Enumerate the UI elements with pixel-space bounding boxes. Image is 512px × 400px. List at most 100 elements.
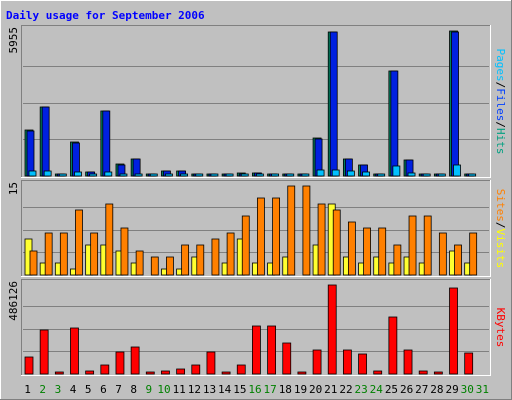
axis-label-part: / <box>494 121 507 128</box>
bar-kbytes-day-24 <box>373 370 383 375</box>
axis-label-part: Files <box>494 88 507 121</box>
bar-kbytes-day-9 <box>145 371 155 375</box>
day-label-29: 29 <box>445 383 458 396</box>
bar-pages-day-16 <box>256 173 264 177</box>
bar-pages-day-10 <box>165 173 173 177</box>
bar-pages-day-28 <box>437 173 446 177</box>
bar-kbytes-day-12 <box>191 364 201 375</box>
bar-kbytes-day-16 <box>252 325 261 375</box>
bar-sites-day-24 <box>378 227 387 276</box>
bar-kbytes-day-22 <box>342 349 352 375</box>
bar-sites-day-20 <box>317 203 326 276</box>
day-label-5: 5 <box>85 383 92 396</box>
bar-kbytes-day-15 <box>236 364 246 375</box>
bar-sites-day-30 <box>469 232 478 276</box>
bar-sites-day-23 <box>363 227 371 276</box>
bar-kbytes-day-18 <box>282 342 292 375</box>
bar-pages-day-30 <box>468 173 477 177</box>
day-label-12: 12 <box>188 383 201 396</box>
axis-label-sites-visits: Sites/Visits <box>494 189 507 269</box>
bar-sites-day-4 <box>75 209 83 276</box>
bar-kbytes-day-4 <box>70 327 79 375</box>
bar-files-day-2 <box>41 106 50 177</box>
day-label-23: 23 <box>355 383 368 396</box>
bar-pages-day-20 <box>316 169 325 177</box>
bar-sites-day-12 <box>196 244 205 276</box>
bar-pages-day-23 <box>362 171 370 177</box>
day-label-17: 17 <box>264 383 277 396</box>
bar-sites-day-13 <box>211 238 220 276</box>
day-label-11: 11 <box>173 383 186 396</box>
bar-kbytes-day-3 <box>54 371 64 375</box>
bar-sites-day-21 <box>332 209 341 276</box>
bar-sites-day-10 <box>166 256 174 276</box>
bar-sites-day-6 <box>105 203 114 276</box>
axis-label-part: Sites <box>494 189 507 222</box>
day-label-7: 7 <box>115 383 122 396</box>
axis-max-label: 5955 <box>7 27 20 54</box>
bar-pages-day-14 <box>225 173 234 177</box>
bar-pages-day-11 <box>180 173 189 177</box>
day-label-21: 21 <box>324 383 337 396</box>
bar-sites-day-16 <box>257 197 265 276</box>
bar-pages-day-1 <box>28 170 37 177</box>
bar-pages-day-15 <box>240 173 249 177</box>
day-label-22: 22 <box>339 383 352 396</box>
bar-kbytes-day-21 <box>327 284 337 375</box>
day-label-14: 14 <box>218 383 232 396</box>
panel-sites-visits: 15 Sites/Visits <box>7 180 507 277</box>
bar-sites-day-26 <box>408 215 417 276</box>
bar-kbytes-day-23 <box>358 353 367 375</box>
day-label-8: 8 <box>130 383 137 396</box>
axis-label-part: Visits <box>494 229 507 269</box>
bar-sites-day-11 <box>181 244 190 276</box>
bar-pages-day-6 <box>104 171 113 177</box>
bar-pages-day-18 <box>286 173 295 177</box>
day-label-19: 19 <box>294 383 307 396</box>
bar-pages-day-24 <box>377 173 386 177</box>
bar-sites-day-7 <box>120 227 129 276</box>
axis-label-part: / <box>494 82 507 89</box>
bar-pages-day-17 <box>271 173 279 177</box>
chart-title: Daily usage for September 2006 <box>6 9 205 22</box>
bar-sites-day-28 <box>438 232 447 276</box>
bar-sites-day-25 <box>393 244 402 276</box>
bar-kbytes-day-20 <box>312 349 322 375</box>
bar-kbytes-day-29 <box>449 287 458 375</box>
bar-pages-day-13 <box>210 173 219 177</box>
panel-kbytes: 486126 KBytes <box>7 279 507 376</box>
bar-files-day-25 <box>390 70 399 177</box>
bar-kbytes-day-13 <box>206 351 216 375</box>
day-label-9: 9 <box>146 383 153 396</box>
bar-sites-day-18 <box>287 185 296 276</box>
day-label-16: 16 <box>248 383 261 396</box>
day-label-31: 31 <box>476 383 489 396</box>
bar-pages-day-2 <box>43 170 52 177</box>
day-label-26: 26 <box>400 383 413 396</box>
axis-max-label: 486126 <box>7 281 20 321</box>
axis-max-label: 15 <box>7 182 20 195</box>
day-label-15: 15 <box>233 383 246 396</box>
day-label-18: 18 <box>279 383 292 396</box>
bar-kbytes-day-11 <box>176 368 186 375</box>
bar-kbytes-day-1 <box>24 356 34 375</box>
bar-pages-day-5 <box>89 173 98 177</box>
bar-sites-day-14 <box>226 232 235 276</box>
day-label-30: 30 <box>461 383 474 396</box>
panel-background <box>21 25 491 178</box>
axis-label-part: Hits <box>494 128 507 155</box>
day-label-25: 25 <box>385 383 398 396</box>
bar-files-day-1 <box>26 130 35 177</box>
bar-kbytes-day-7 <box>115 351 125 375</box>
bar-sites-day-3 <box>59 232 68 276</box>
bar-kbytes-day-27 <box>418 370 428 375</box>
day-label-4: 4 <box>70 383 77 396</box>
bar-kbytes-day-30 <box>464 352 474 375</box>
bar-files-day-21 <box>329 31 338 177</box>
bar-kbytes-day-19 <box>297 371 307 375</box>
bar-kbytes-day-26 <box>403 349 413 375</box>
bar-kbytes-day-8 <box>130 346 140 375</box>
bar-pages-day-21 <box>331 169 340 177</box>
